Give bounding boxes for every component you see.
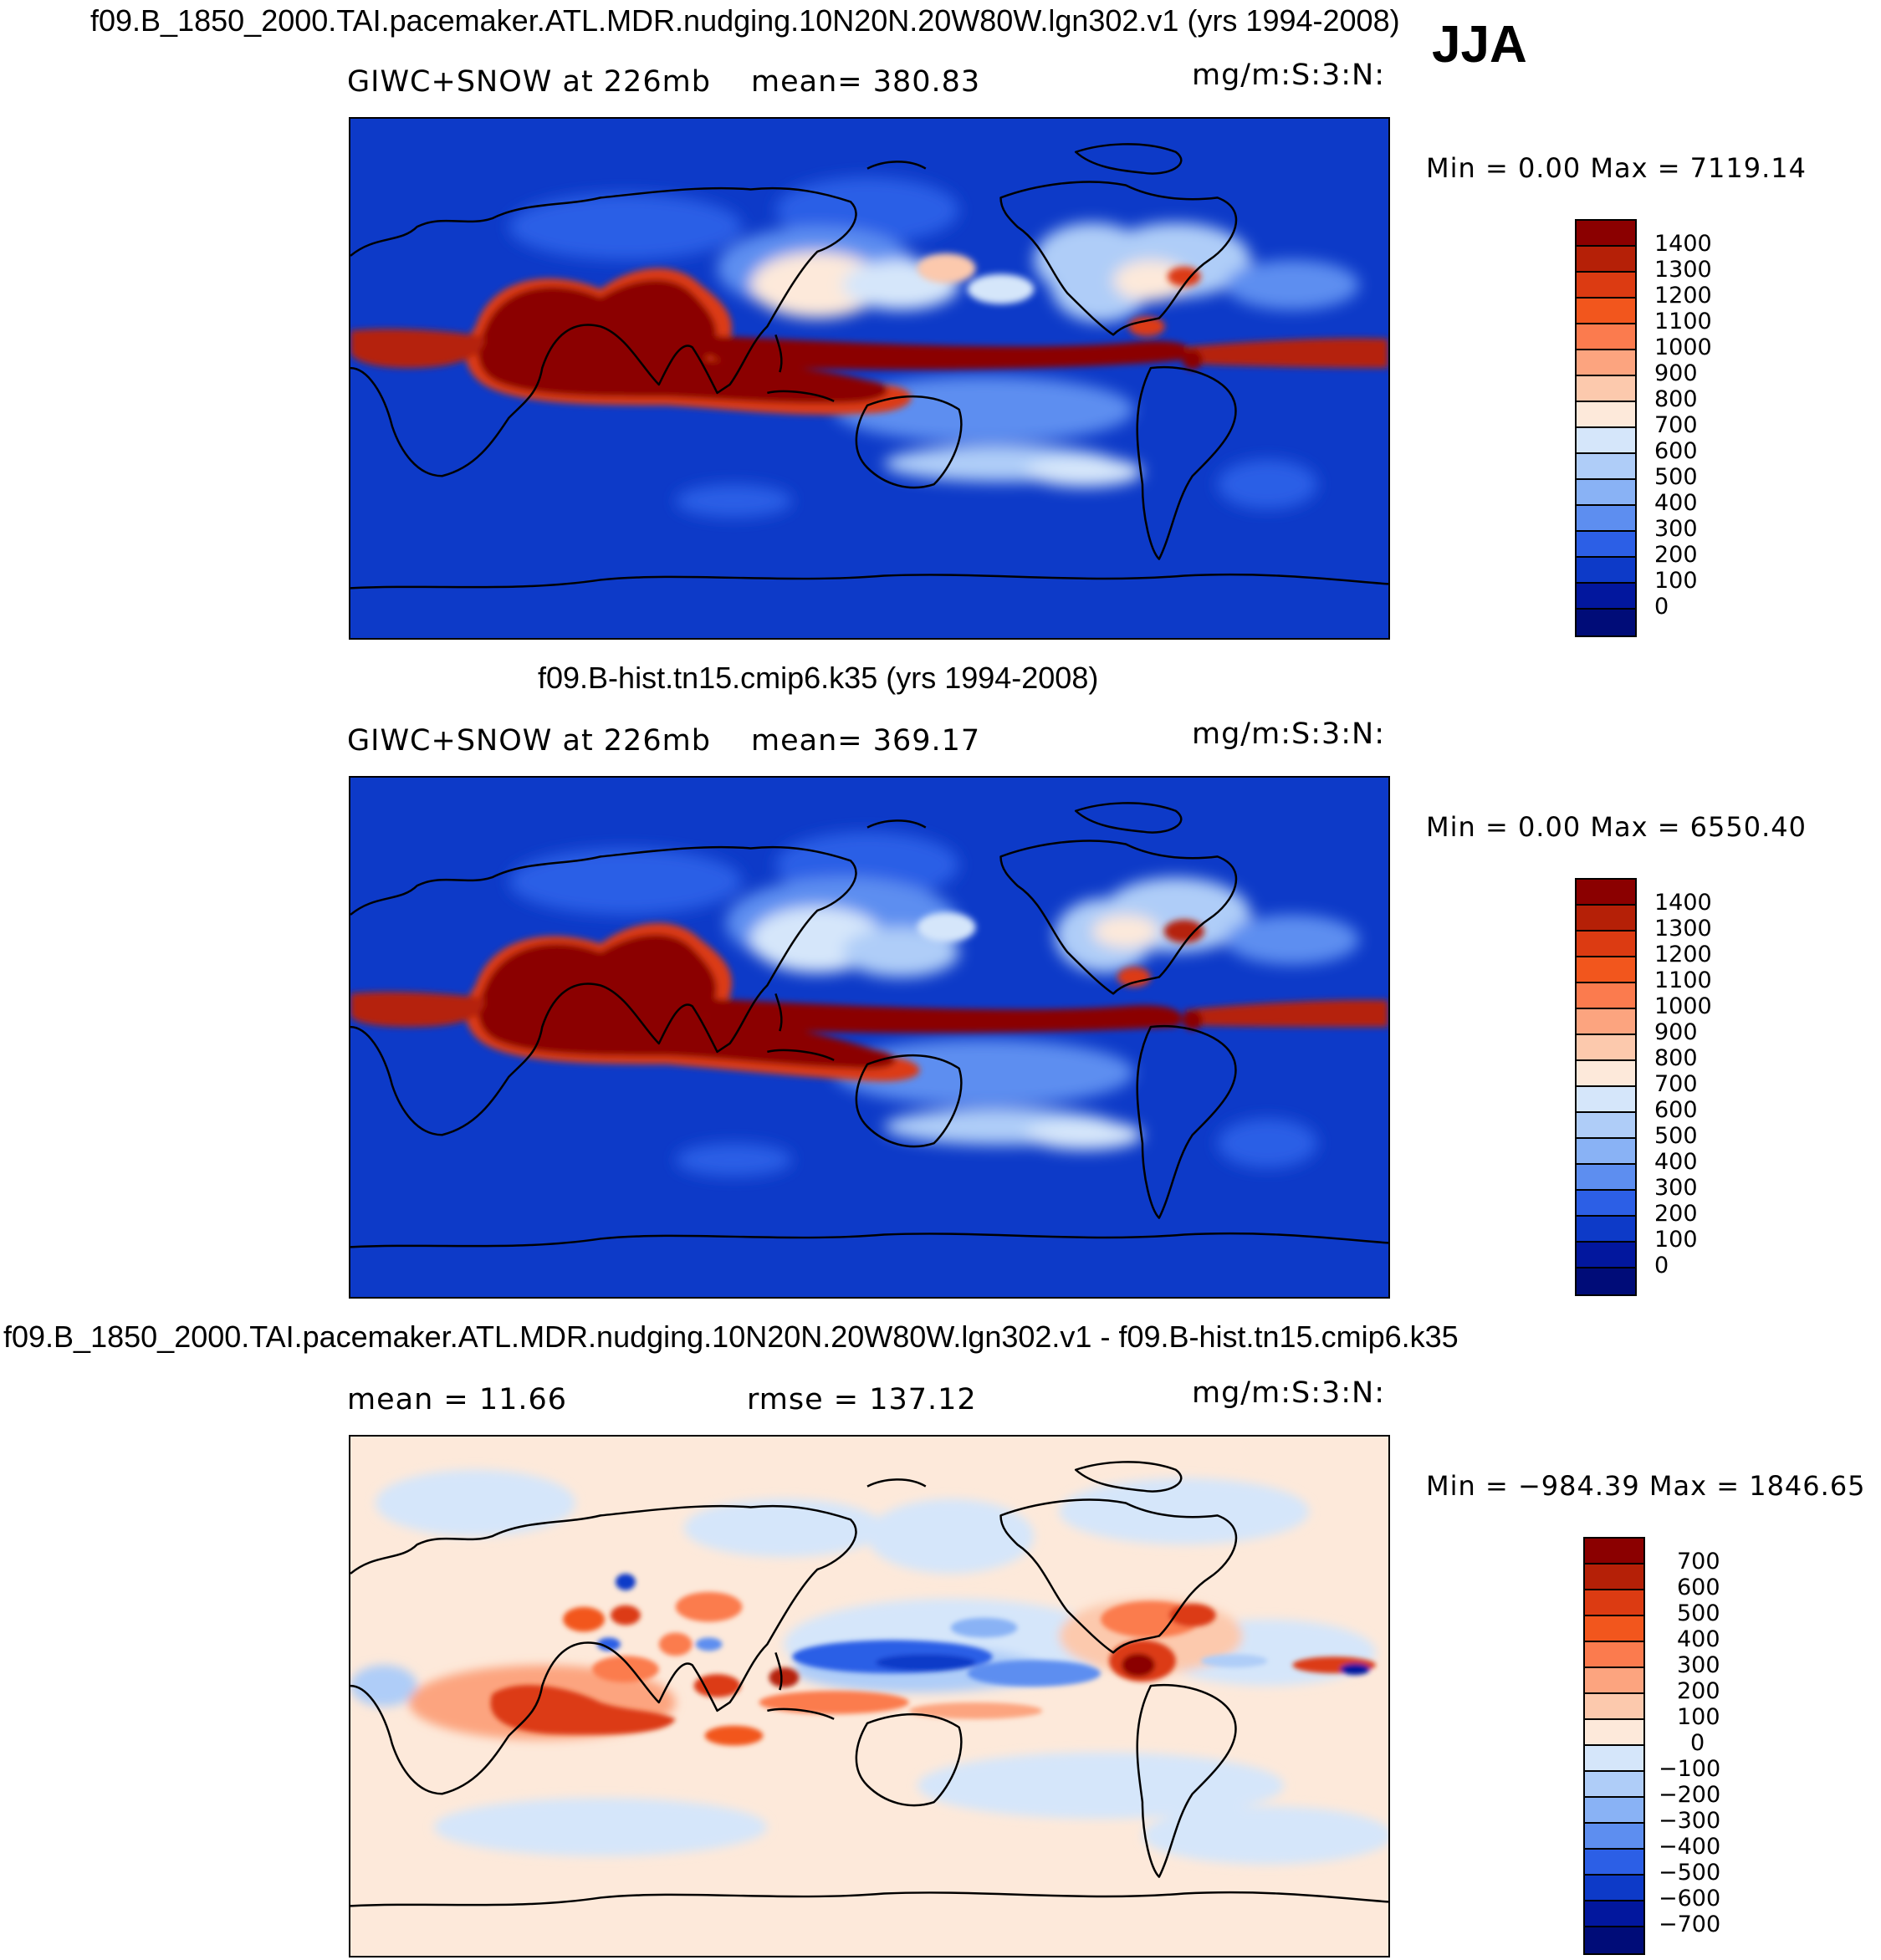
- panel2-coastlines: [350, 802, 1388, 1248]
- colorbar-label: 400: [1677, 1626, 1720, 1652]
- colorbar-label: 600: [1654, 438, 1698, 464]
- colorbar-label: 200: [1654, 542, 1698, 568]
- panel3-minmax-label: Min = −984.39 Max = 1846.65: [1426, 1470, 1866, 1502]
- colorbar-label: −500: [1659, 1860, 1721, 1886]
- panel3-contour-field: [350, 1437, 1388, 1956]
- panel3-coastlines: [350, 1461, 1388, 1907]
- colorbar-label: 700: [1654, 412, 1698, 438]
- colorbar-label: 400: [1654, 1149, 1698, 1175]
- panel2-mean-label: mean= 369.17: [751, 724, 981, 758]
- colorbar-label: 1200: [1654, 283, 1712, 309]
- colorbar-label: 100: [1677, 1704, 1720, 1730]
- panel2-minmax-label: Min = 0.00 Max = 6550.40: [1426, 811, 1807, 843]
- colorbar-label: 1400: [1654, 231, 1712, 257]
- panel2-title: f09.B-hist.tn15.cmip6.k35 (yrs 1994-2008…: [538, 661, 1099, 695]
- panel3-units-label: mg/m:S:3:N:: [1192, 1376, 1386, 1410]
- panel1-units-label: mg/m:S:3:N:: [1192, 59, 1386, 92]
- colorbar-label: 300: [1654, 516, 1698, 542]
- panel2-map: [349, 776, 1390, 1299]
- colorbar-label: 0: [1654, 594, 1669, 620]
- colorbar-label: 900: [1654, 1019, 1698, 1045]
- panel1-minmax-label: Min = 0.00 Max = 7119.14: [1426, 152, 1807, 184]
- colorbar-label: −600: [1659, 1886, 1721, 1912]
- colorbar-label: −400: [1659, 1834, 1721, 1860]
- colorbar-label: 500: [1654, 1123, 1698, 1149]
- colorbar-label: 1100: [1654, 967, 1712, 993]
- panel3-map: [349, 1435, 1390, 1957]
- panel2-field-label: GIWC+SNOW at 226mb: [347, 724, 711, 758]
- colorbar-label: −100: [1659, 1756, 1721, 1782]
- colorbar-label: 800: [1654, 386, 1698, 412]
- colorbar-label: 0: [1654, 1253, 1669, 1279]
- colorbar-label: 1300: [1654, 916, 1712, 942]
- colorbar-label: 1300: [1654, 257, 1712, 283]
- colorbar-label: 300: [1654, 1175, 1698, 1201]
- panel3-title: f09.B_1850_2000.TAI.pacemaker.ATL.MDR.nu…: [3, 1319, 1459, 1354]
- colorbar-label: −200: [1659, 1782, 1721, 1808]
- colorbar-label: 100: [1654, 1227, 1698, 1253]
- colorbar-label: 600: [1677, 1575, 1720, 1600]
- colorbar-label: 700: [1677, 1549, 1720, 1575]
- colorbar-label: 900: [1654, 360, 1698, 386]
- colorbar-label: 500: [1677, 1600, 1720, 1626]
- colorbar-label: 100: [1654, 568, 1698, 594]
- panel2-units-label: mg/m:S:3:N:: [1192, 717, 1386, 751]
- colorbar-label: 1000: [1654, 993, 1712, 1019]
- panel2-colorbar: [1575, 878, 1637, 1296]
- colorbar-label: 0: [1690, 1730, 1705, 1756]
- colorbar-label: 200: [1654, 1201, 1698, 1227]
- colorbar-label: 300: [1677, 1652, 1720, 1678]
- colorbar-label: −300: [1659, 1808, 1721, 1834]
- colorbar-label: 1000: [1654, 334, 1712, 360]
- panel1-mean-label: mean= 380.83: [751, 65, 981, 99]
- season-label: JJA: [1432, 16, 1527, 74]
- colorbar-label: −700: [1659, 1912, 1721, 1937]
- panel1-coastlines: [350, 143, 1388, 590]
- colorbar-label: 400: [1654, 490, 1698, 516]
- panel1-map: [349, 117, 1390, 640]
- colorbar-label: 200: [1677, 1678, 1720, 1704]
- colorbar-label: 700: [1654, 1071, 1698, 1097]
- colorbar-label: 1200: [1654, 942, 1712, 967]
- colorbar-label: 1100: [1654, 309, 1712, 334]
- panel1-colorbar: [1575, 219, 1637, 637]
- figure-title: f09.B_1850_2000.TAI.pacemaker.ATL.MDR.nu…: [90, 3, 1400, 38]
- panel3-mean-label: mean = 11.66: [347, 1383, 568, 1416]
- panel3-colorbar: [1583, 1537, 1645, 1955]
- panel1-contour-field: [350, 119, 1388, 638]
- colorbar-label: 1400: [1654, 890, 1712, 916]
- panel2-contour-field: [350, 778, 1388, 1297]
- colorbar-label: 800: [1654, 1045, 1698, 1071]
- colorbar-label: 500: [1654, 464, 1698, 490]
- panel1-field-label: GIWC+SNOW at 226mb: [347, 65, 711, 99]
- panel3-rmse-label: rmse = 137.12: [747, 1383, 977, 1416]
- colorbar-label: 600: [1654, 1097, 1698, 1123]
